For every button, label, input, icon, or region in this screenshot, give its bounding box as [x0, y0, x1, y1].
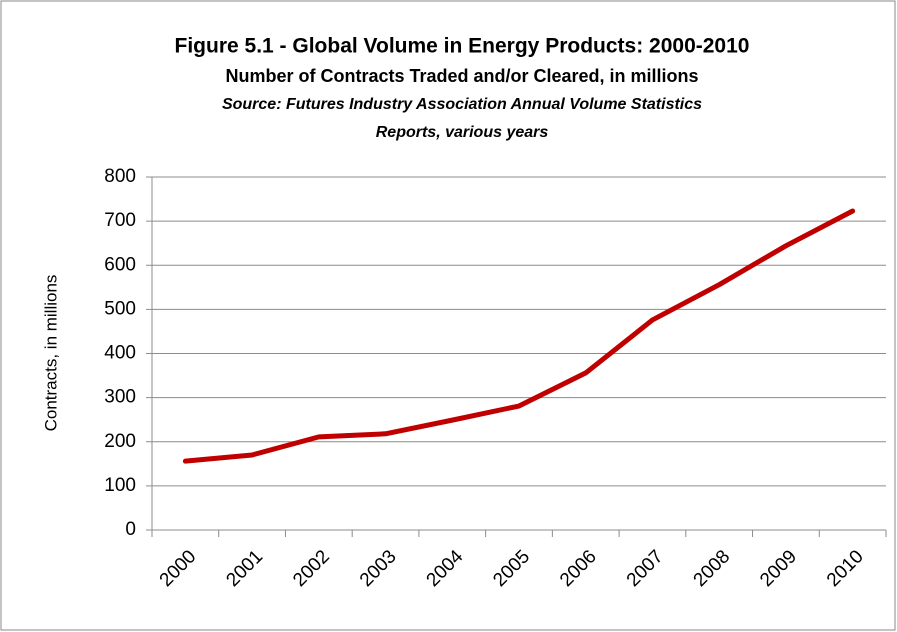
chart-source: Reports, various years: [376, 124, 549, 141]
y-tick-label: 400: [104, 343, 136, 364]
y-tick-label: 300: [104, 387, 136, 408]
y-tick-label: 800: [104, 166, 136, 187]
y-tick-label: 500: [104, 298, 136, 319]
chart-subtitle: Number of Contracts Traded and/or Cleare…: [225, 66, 698, 86]
y-tick-label: 100: [104, 475, 136, 496]
y-axis-label: Contracts, in millions: [41, 275, 60, 432]
y-tick-label: 600: [104, 254, 136, 275]
y-tick-label: 700: [104, 210, 136, 231]
chart-source: Source: Futures Industry Association Ann…: [222, 96, 702, 113]
y-tick-label: 0: [125, 519, 136, 540]
data-line: [182, 208, 856, 464]
y-tick-label: 200: [104, 431, 136, 452]
chart-title: Figure 5.1 - Global Volume in Energy Pro…: [175, 35, 750, 58]
